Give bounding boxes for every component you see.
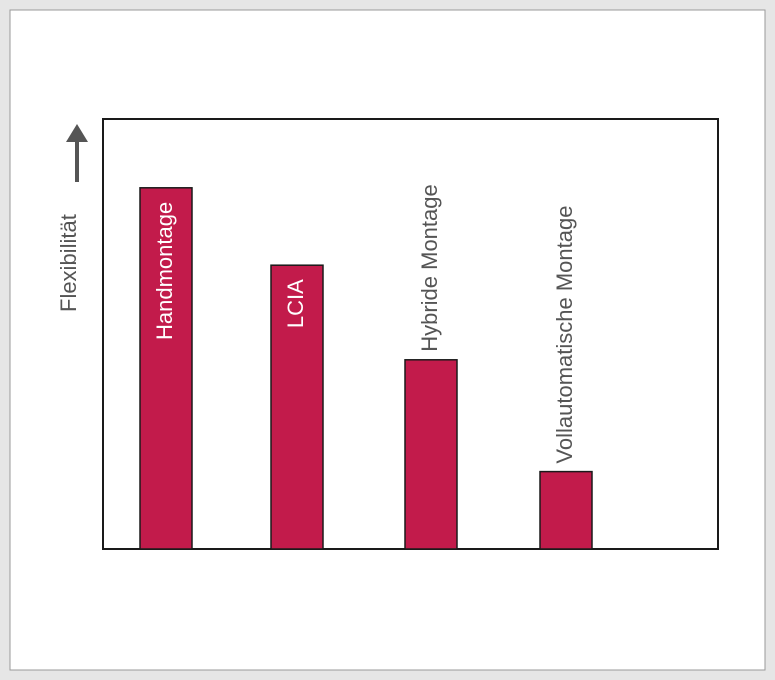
bar-label: LCIA (283, 279, 308, 328)
y-axis-arrow-head (66, 124, 88, 142)
bar (404, 359, 458, 550)
bar (139, 187, 193, 550)
bar (270, 264, 324, 550)
y-axis-label: Flexibilität (56, 214, 81, 312)
panel (9, 9, 766, 671)
bar (539, 470, 593, 550)
bar-label: Vollautomatische Montage (552, 206, 577, 464)
bar-label: Hybride Montage (417, 184, 442, 352)
bar-label: Handmontage (152, 202, 177, 340)
